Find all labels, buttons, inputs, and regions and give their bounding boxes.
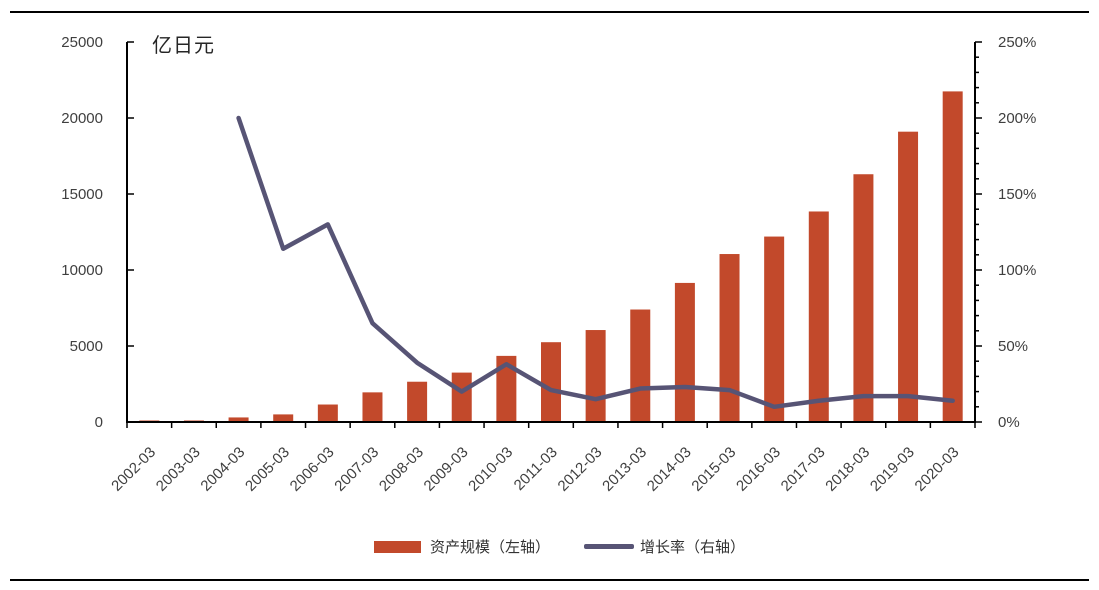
- x-axis-category-label: 2005-03: [242, 444, 293, 495]
- right-axis-label: 0%: [998, 414, 1020, 431]
- x-axis-category-label: 2002-03: [108, 444, 159, 495]
- bar-2016-03: [764, 236, 785, 422]
- right-axis-label: 250%: [998, 34, 1036, 51]
- right-axis-label: 150%: [998, 186, 1036, 203]
- bar-2004-03: [228, 417, 249, 422]
- bar-2006-03: [317, 404, 338, 422]
- left-axis-label: 10000: [61, 262, 103, 279]
- x-axis-category-label: 2006-03: [287, 444, 338, 495]
- bar-2012-03: [585, 330, 606, 422]
- bar-2008-03: [407, 381, 428, 422]
- x-axis-category-label: 2013-03: [599, 444, 650, 495]
- x-axis-category-label: 2004-03: [197, 444, 248, 495]
- bar-2011-03: [541, 342, 561, 422]
- x-axis-category-label: 2009-03: [421, 444, 472, 495]
- legend-label-assets: 资产规模（左轴）: [429, 539, 550, 556]
- growth-rate-line: [236, 115, 955, 410]
- bar-2013-03: [630, 309, 651, 422]
- left-axis-unit-label: 亿日元: [152, 35, 215, 57]
- bottom-rule: [10, 579, 1089, 581]
- left-axis-label: 5000: [70, 338, 103, 355]
- x-axis-category-label: 2007-03: [331, 444, 382, 495]
- top-rule: [10, 11, 1089, 13]
- bar-2017-03: [808, 211, 829, 422]
- legend-item-assets: 资产规模（左轴）: [373, 536, 550, 557]
- line-series-swatch: [584, 544, 634, 549]
- right-axis-label: 50%: [998, 338, 1028, 355]
- x-axis-category-label: 2020-03: [912, 444, 963, 495]
- right-axis-label: 100%: [998, 262, 1036, 279]
- right-axis-label: 200%: [998, 110, 1036, 127]
- bar-2005-03: [273, 414, 294, 422]
- left-axis-label: 0: [95, 414, 103, 431]
- x-axis-category-label: 2003-03: [153, 444, 204, 495]
- legend-label-growth: 增长率（右轴）: [640, 539, 746, 556]
- bar-2014-03: [674, 282, 695, 422]
- legend-item-growth: 增长率（右轴）: [584, 536, 745, 557]
- x-axis-category-label: 2017-03: [778, 444, 829, 495]
- legend: 资产规模（左轴） 增长率（右轴）: [10, 536, 1099, 557]
- x-axis-category-label: 2014-03: [644, 444, 695, 495]
- x-axis-category-label: 2012-03: [555, 444, 606, 495]
- bar-2020-03: [942, 91, 963, 423]
- x-axis-category-label: 2008-03: [376, 444, 427, 495]
- x-axis-category-label: 2019-03: [867, 444, 918, 495]
- bar-2007-03: [362, 392, 383, 422]
- x-axis-category-label: 2015-03: [688, 444, 739, 495]
- bar-2019-03: [898, 131, 919, 422]
- bar-2010-03: [496, 355, 517, 422]
- x-axis-category-label: 2018-03: [822, 444, 873, 495]
- bar-2009-03: [451, 372, 472, 422]
- combo-chart: 0 5000 10000 15000 20000 25000 0% 50% 100% 150% 20…: [61, 34, 1036, 495]
- x-axis-category-label: 2011-03: [511, 444, 561, 494]
- x-axis-category-label: 2010-03: [465, 444, 516, 495]
- left-axis-label: 15000: [61, 186, 103, 203]
- bar-series-swatch: [373, 540, 421, 553]
- x-axis-category-label: 2016-03: [733, 444, 784, 495]
- bar-2015-03: [719, 254, 740, 422]
- bar-2018-03: [853, 174, 874, 422]
- left-axis-label: 25000: [61, 34, 103, 51]
- left-axis-label: 20000: [61, 110, 103, 127]
